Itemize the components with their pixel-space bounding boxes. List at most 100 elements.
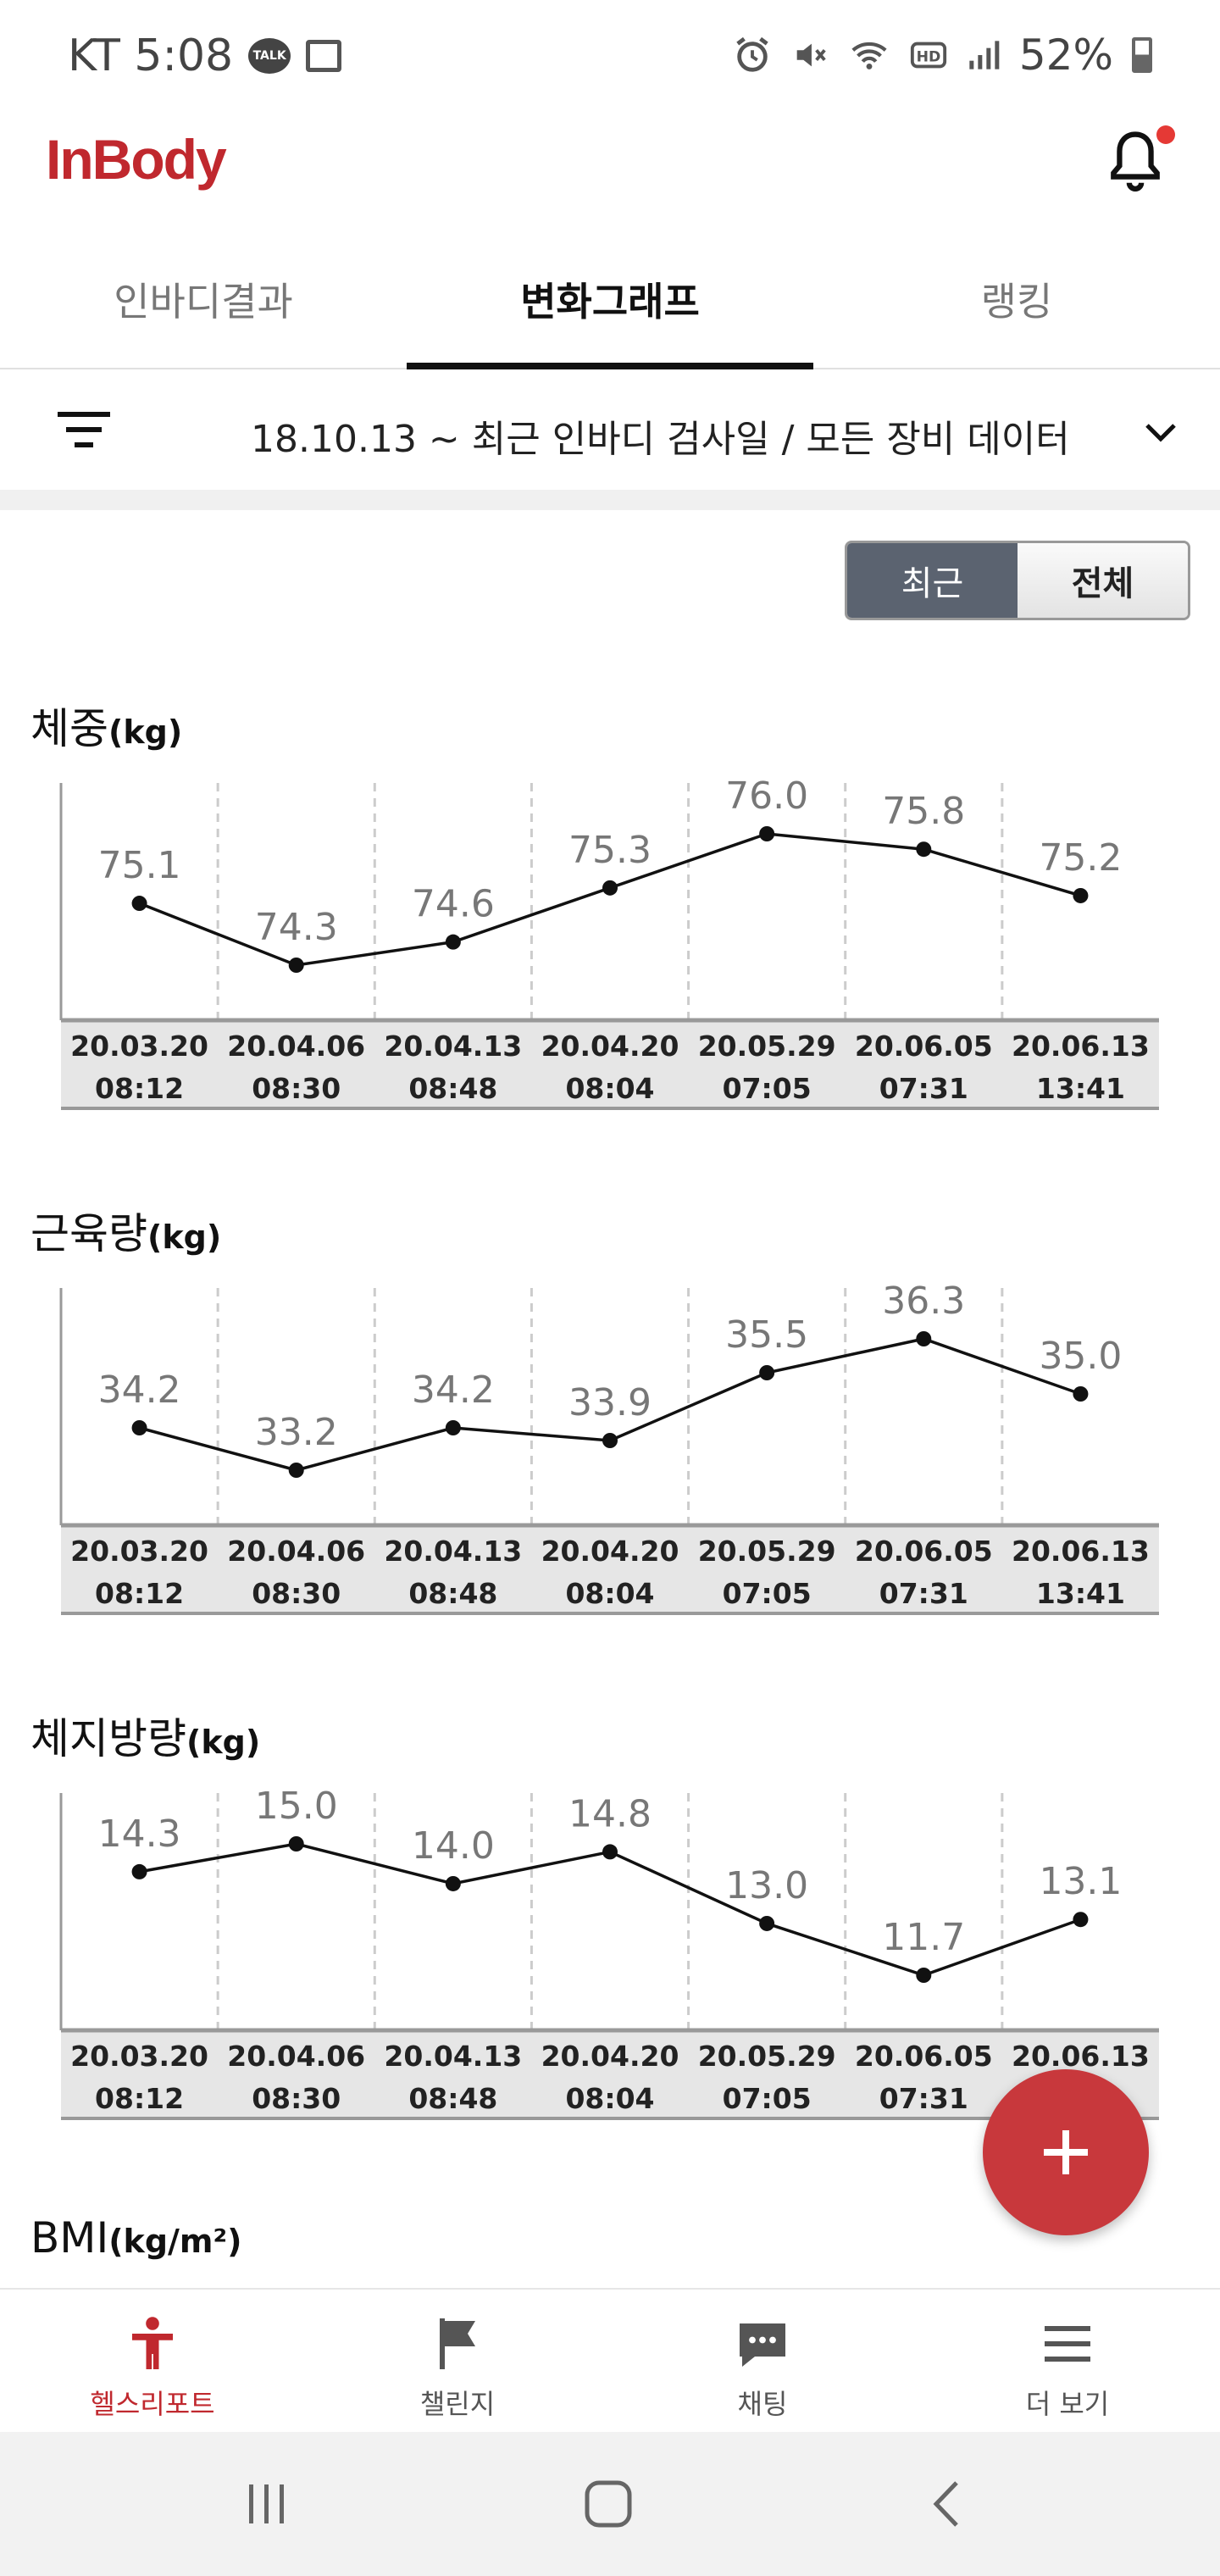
wifi-icon <box>851 42 887 69</box>
data-point <box>759 1915 775 1931</box>
x-tick-time: 07:05 <box>723 1072 812 1105</box>
x-axis-label-band <box>61 1020 1159 1108</box>
data-label: 34.2 <box>98 1368 181 1412</box>
data-label: 75.3 <box>568 829 652 872</box>
data-label: 15.0 <box>255 1785 338 1828</box>
add-button[interactable] <box>983 2069 1149 2235</box>
x-tick-date: 20.04.20 <box>541 1030 679 1063</box>
data-label: 36.3 <box>882 1280 965 1323</box>
chart-title-text: 체지방량 <box>30 1714 186 1763</box>
nav-challenge[interactable]: 챌린지 <box>305 2290 610 2432</box>
chat-icon <box>740 2323 785 2367</box>
data-point <box>288 1836 304 1852</box>
x-tick-date: 20.04.13 <box>384 1030 522 1063</box>
x-tick-date: 20.06.13 <box>1012 1030 1150 1063</box>
data-point <box>288 1463 304 1478</box>
x-tick-time: 07:05 <box>723 2082 812 2115</box>
tab-inbody-result[interactable]: 인바디결과 <box>114 279 293 325</box>
data-point <box>131 1863 147 1879</box>
x-tick-time: 07:31 <box>879 2082 968 2115</box>
system-navigation-bar <box>0 2432 1220 2576</box>
x-tick-date: 20.05.29 <box>698 2040 836 2073</box>
x-tick-date: 20.04.06 <box>227 1030 365 1063</box>
talk-notification-icon: TALK <box>248 38 291 74</box>
x-tick-time: 13:41 <box>1036 1072 1125 1105</box>
data-point <box>602 880 618 896</box>
data-point <box>131 896 147 912</box>
data-label: 75.8 <box>882 790 965 833</box>
hd-voice-icon: HD <box>910 42 946 69</box>
data-point <box>602 1844 618 1860</box>
data-label: 34.2 <box>412 1368 495 1412</box>
x-tick-date: 20.04.06 <box>227 2040 365 2073</box>
all-toggle-button[interactable]: 전체 <box>1018 543 1188 618</box>
data-point <box>131 1420 147 1435</box>
x-tick-time: 13:41 <box>1036 1577 1125 1610</box>
battery-percent: 52% <box>1018 31 1113 80</box>
person-icon <box>132 2317 173 2369</box>
filter-icon[interactable] <box>58 410 110 449</box>
muscle-line-chart: 34.2 20.03.20 08:12 33.2 20.04.06 08:30 34.2 20… <box>59 1280 1159 1615</box>
data-point <box>1073 887 1089 903</box>
tab-change-graph[interactable]: 변화그래프 <box>407 246 813 369</box>
tab-ranking[interactable]: 랭킹 <box>980 279 1053 325</box>
x-tick-date: 20.03.20 <box>70 1030 208 1063</box>
nav-label: 채팅 <box>737 2388 788 2420</box>
nav-more[interactable]: 더 보기 <box>915 2290 1220 2432</box>
filter-summary[interactable]: 18.10.13 ~ 최근 인바디 검사일 / 모든 장비 데이터 <box>251 418 1070 461</box>
back-icon[interactable] <box>919 2474 979 2534</box>
chart-title-text: 근육량 <box>30 1209 147 1258</box>
inbody-logo: InBody <box>46 128 227 191</box>
data-label: 35.5 <box>725 1313 808 1357</box>
recent-toggle-button[interactable]: 최근 <box>847 543 1018 618</box>
x-axis-label-band <box>61 2030 1159 2118</box>
x-tick-date: 20.04.13 <box>384 2040 522 2073</box>
data-point <box>288 958 304 973</box>
muscle-chart-block: 근육량(kg) 34.2 20.03.20 08:12 33.2 20.04.06 08:… <box>0 1200 1220 1641</box>
nav-label: 헬스리포트 <box>90 2388 215 2420</box>
flag-icon <box>440 2318 475 2369</box>
recent-apps-icon[interactable] <box>237 2474 297 2534</box>
data-point <box>916 1968 932 1983</box>
data-label: 76.0 <box>725 774 808 818</box>
tab-bar: 인바디결과 변화그래프 랭킹 <box>0 246 1220 369</box>
image-notification-icon <box>306 40 342 72</box>
bodyfat-line-chart: 14.3 20.03.20 08:12 15.0 20.04.06 08:30 14.0 20… <box>59 1785 1159 2120</box>
data-label: 14.0 <box>412 1824 495 1868</box>
data-label: 14.3 <box>98 1813 181 1856</box>
status-bar: KT 5:08 TALK HD 52% <box>0 0 1220 119</box>
bodyfat-chart-block: 체지방량(kg) 14.3 20.03.20 08:12 15.0 20.04.06 08… <box>0 1705 1220 2146</box>
data-point <box>916 1331 932 1346</box>
menu-icon <box>1045 2326 1090 2362</box>
weight-line-chart: 75.1 20.03.20 08:12 74.3 20.04.06 08:30 74.6 20… <box>59 774 1159 1110</box>
app-header: InBody <box>0 119 1220 212</box>
data-point <box>1073 1912 1089 1928</box>
x-tick-time: 07:05 <box>723 1577 812 1610</box>
battery-icon <box>1132 37 1152 73</box>
x-tick-date: 20.06.05 <box>855 2040 993 2073</box>
nav-label: 더 보기 <box>1025 2388 1110 2420</box>
filter-row[interactable]: 18.10.13 ~ 최근 인바디 검사일 / 모든 장비 데이터 <box>0 371 1220 490</box>
home-icon[interactable] <box>579 2474 638 2534</box>
x-tick-time: 07:31 <box>879 1072 968 1105</box>
bottom-navigation: 헬스리포트 챌린지 채팅 더 보기 <box>0 2288 1220 2432</box>
data-label: 75.2 <box>1039 836 1122 880</box>
data-point <box>602 1433 618 1448</box>
notification-bell-icon[interactable] <box>1106 127 1165 195</box>
muscle-chart-title: 근육량(kg) <box>30 1200 221 1261</box>
range-toggle: 최근 전체 <box>845 541 1190 620</box>
nav-chat[interactable]: 채팅 <box>610 2290 915 2432</box>
chart-title-text: BMI <box>30 2213 109 2262</box>
nav-health-report[interactable]: 헬스리포트 <box>0 2290 305 2432</box>
x-tick-date: 20.04.13 <box>384 1535 522 1568</box>
data-label: 13.1 <box>1039 1860 1122 1903</box>
x-tick-date: 20.04.06 <box>227 1535 365 1568</box>
x-tick-date: 20.05.29 <box>698 1030 836 1063</box>
x-tick-time: 08:48 <box>408 1577 497 1610</box>
chevron-down-icon[interactable] <box>1144 420 1178 446</box>
data-point <box>759 1365 775 1380</box>
bmi-chart-title: BMI(kg/m²) <box>30 2213 242 2262</box>
x-tick-date: 20.03.20 <box>70 2040 208 2073</box>
data-point <box>1073 1386 1089 1402</box>
chart-unit: (kg/m²) <box>108 2223 242 2260</box>
